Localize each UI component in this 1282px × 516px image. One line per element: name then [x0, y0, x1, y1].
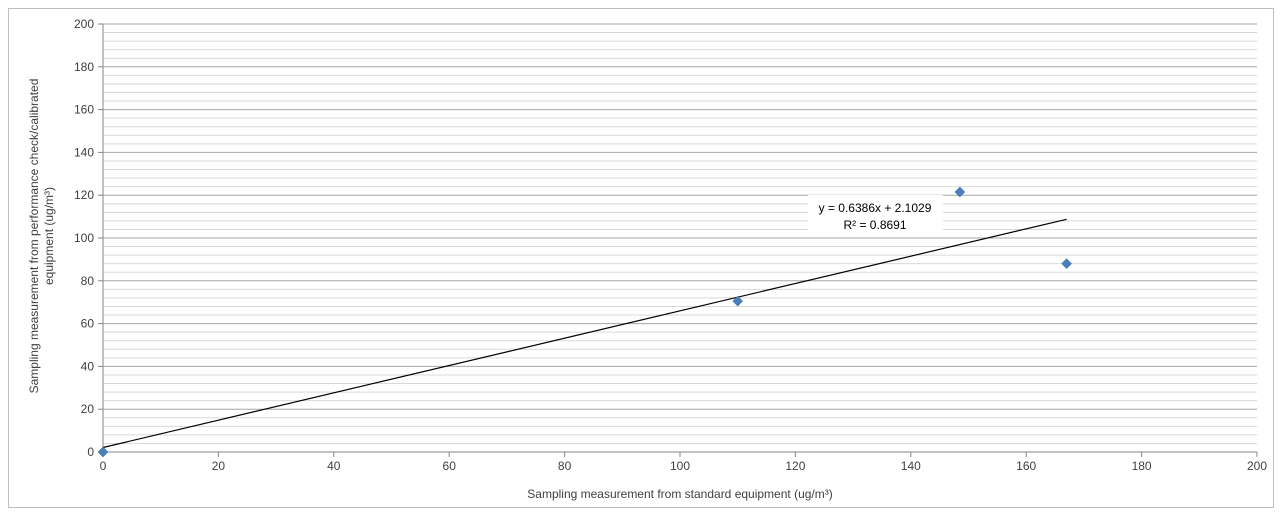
y-axis-title-line1: Sampling measurement from performance ch… [27, 79, 41, 394]
data-point [954, 186, 966, 198]
y-axis-title-line2: equipment (ug/m³) [42, 187, 56, 285]
x-tick-labels: 0 20 40 60 80 100 120 140 160 180 200 [100, 459, 1268, 473]
major-gridlines [103, 23, 1257, 453]
x-tick-label: 120 [785, 459, 805, 473]
trendline-r-squared: R² = 0.8691 [843, 218, 906, 232]
y-tick-label: 0 [87, 445, 94, 459]
y-axis-title: Sampling measurement from performance ch… [27, 79, 56, 394]
y-tick-label: 40 [81, 359, 95, 373]
x-tick-label: 160 [1016, 459, 1036, 473]
y-tick-label: 160 [74, 103, 94, 117]
y-tick-label: 140 [74, 145, 94, 159]
data-point [97, 446, 109, 458]
y-tick-label: 80 [81, 274, 95, 288]
trendline-label-background [808, 195, 943, 233]
x-tick-label: 60 [443, 459, 457, 473]
x-tick-label: 0 [100, 459, 107, 473]
trendline [102, 218, 1067, 449]
y-tick-label: 100 [74, 231, 94, 245]
x-tick-label: 140 [901, 459, 921, 473]
x-axis-title: Sampling measurement from standard equip… [527, 487, 832, 501]
trendline-label-box: y = 0.6386x + 2.1029 R² = 0.8691 [808, 195, 943, 233]
x-tick-label: 200 [1247, 459, 1267, 473]
x-tick-label: 80 [558, 459, 572, 473]
y-tick-label: 120 [74, 188, 94, 202]
x-tick-label: 20 [212, 459, 226, 473]
y-tick-labels: 0 20 40 60 80 100 120 140 160 180 200 [74, 17, 94, 459]
data-point [1061, 258, 1072, 270]
y-tick-label: 20 [81, 402, 95, 416]
data-points [97, 186, 1072, 458]
chart-frame [8, 8, 1274, 508]
data-point [732, 295, 744, 307]
x-tick-label: 40 [327, 459, 341, 473]
y-tick-label: 180 [74, 60, 94, 74]
x-tick-label: 100 [670, 459, 690, 473]
trendline-group [102, 218, 1067, 449]
axes [98, 23, 1258, 457]
y-tick-label: 60 [81, 317, 95, 331]
y-tick-label: 200 [74, 17, 94, 31]
minor-gridlines [103, 32, 1257, 444]
x-tick-label: 180 [1132, 459, 1152, 473]
trendline-equation: y = 0.6386x + 2.1029 [819, 201, 932, 215]
